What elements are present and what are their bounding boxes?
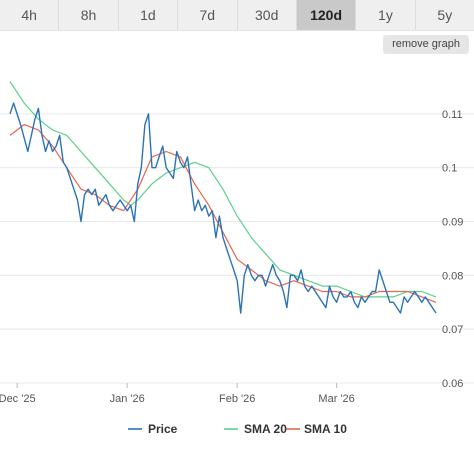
tab-8h[interactable]: 8h xyxy=(59,0,119,30)
series-line-sma-20 xyxy=(9,81,437,298)
y-tick-label: 0.09 xyxy=(442,217,463,229)
tab-120d[interactable]: 120d xyxy=(296,0,357,30)
y-tick-label: 0.08 xyxy=(442,270,463,282)
series-line-price xyxy=(9,102,437,314)
y-tick-label: 0.07 xyxy=(442,324,463,336)
legend-label-sma-20: SMA 20 xyxy=(244,422,287,436)
series-line-sma-10 xyxy=(9,123,437,303)
y-tick-label: 0.1 xyxy=(442,163,457,175)
legend-label-price: Price xyxy=(148,422,178,436)
y-tick-label: 0.06 xyxy=(442,378,463,390)
tab-30d[interactable]: 30d xyxy=(238,0,297,30)
remove-graph-button[interactable]: remove graph xyxy=(383,35,469,54)
x-tick-label: Jan '26 xyxy=(110,393,145,405)
tab-1y[interactable]: 1y xyxy=(356,0,416,30)
x-tick-label: Mar '26 xyxy=(318,393,354,405)
tab-4h[interactable]: 4h xyxy=(0,0,60,30)
tab-1d[interactable]: 1d xyxy=(119,0,179,30)
x-tick-label: Dec '25 xyxy=(0,393,36,405)
y-tick-label: 0.11 xyxy=(442,109,463,121)
tab-7d[interactable]: 7d xyxy=(178,0,238,30)
tab-5y[interactable]: 5y xyxy=(437,7,453,23)
timeframe-tabs: 4h 8h 1d 7d 30d 120d 1y 5y xyxy=(0,0,474,31)
legend-label-sma-10: SMA 10 xyxy=(304,422,347,436)
x-tick-label: Feb '26 xyxy=(219,393,255,405)
